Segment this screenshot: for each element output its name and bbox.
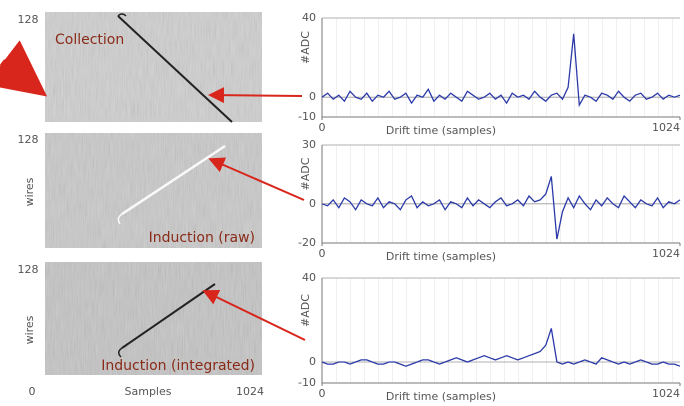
pointer-arrow bbox=[0, 40, 48, 97]
plot-background bbox=[322, 278, 680, 383]
y-tick-label: 40 bbox=[302, 271, 316, 284]
y-tick-label: 0 bbox=[309, 90, 316, 103]
plot-background bbox=[322, 145, 680, 243]
x-tick-label: 0 bbox=[319, 247, 326, 260]
y-tick-label: 0 bbox=[309, 197, 316, 210]
y-axis-label: #ADC bbox=[299, 31, 312, 64]
y-tick-label: -10 bbox=[298, 376, 316, 389]
image-panel bbox=[45, 133, 262, 248]
panel-max-label: 128 bbox=[18, 13, 39, 26]
pointer-arrow bbox=[208, 87, 303, 104]
panel-axis-label: wires bbox=[23, 315, 36, 344]
x-tick-label: 0 bbox=[319, 387, 326, 400]
data-line bbox=[321, 176, 681, 240]
plot-background bbox=[322, 18, 680, 117]
y-tick-label: 0 bbox=[309, 355, 316, 368]
x-axis-label: Drift time (samples) bbox=[386, 250, 496, 263]
x-axis-label: Drift time (samples) bbox=[386, 124, 496, 137]
x-tick-label: 0 bbox=[319, 121, 326, 134]
image-x-min: 0 bbox=[29, 385, 36, 398]
y-tick-label: 40 bbox=[302, 11, 316, 24]
y-tick-label: -10 bbox=[298, 110, 316, 123]
x-tick-label: 1024 bbox=[652, 247, 680, 260]
image-x-label: Samples bbox=[125, 385, 172, 398]
x-tick-label: 1024 bbox=[652, 121, 680, 134]
panel-axis-label: wires bbox=[23, 177, 36, 206]
y-axis-label: #ADC bbox=[299, 157, 312, 190]
data-line bbox=[321, 328, 681, 367]
panel-max-label: 128 bbox=[18, 263, 39, 276]
pointer-arrow bbox=[208, 157, 305, 201]
y-axis-label: #ADC bbox=[299, 294, 312, 327]
y-tick-label: -20 bbox=[298, 236, 316, 249]
panel-label: Induction (raw) bbox=[149, 230, 255, 246]
panel-max-label: 128 bbox=[18, 133, 39, 146]
image-panel bbox=[45, 12, 262, 123]
image-x-max: 1024 bbox=[236, 385, 264, 398]
data-line bbox=[321, 33, 681, 108]
pointer-arrow bbox=[202, 290, 306, 341]
x-axis-label: Drift time (samples) bbox=[386, 390, 496, 403]
panel-label: Induction (integrated) bbox=[101, 358, 255, 374]
image-panel bbox=[45, 262, 262, 375]
y-tick-label: 30 bbox=[302, 138, 316, 151]
panel-label: Collection bbox=[55, 32, 124, 48]
x-tick-label: 1024 bbox=[652, 387, 680, 400]
